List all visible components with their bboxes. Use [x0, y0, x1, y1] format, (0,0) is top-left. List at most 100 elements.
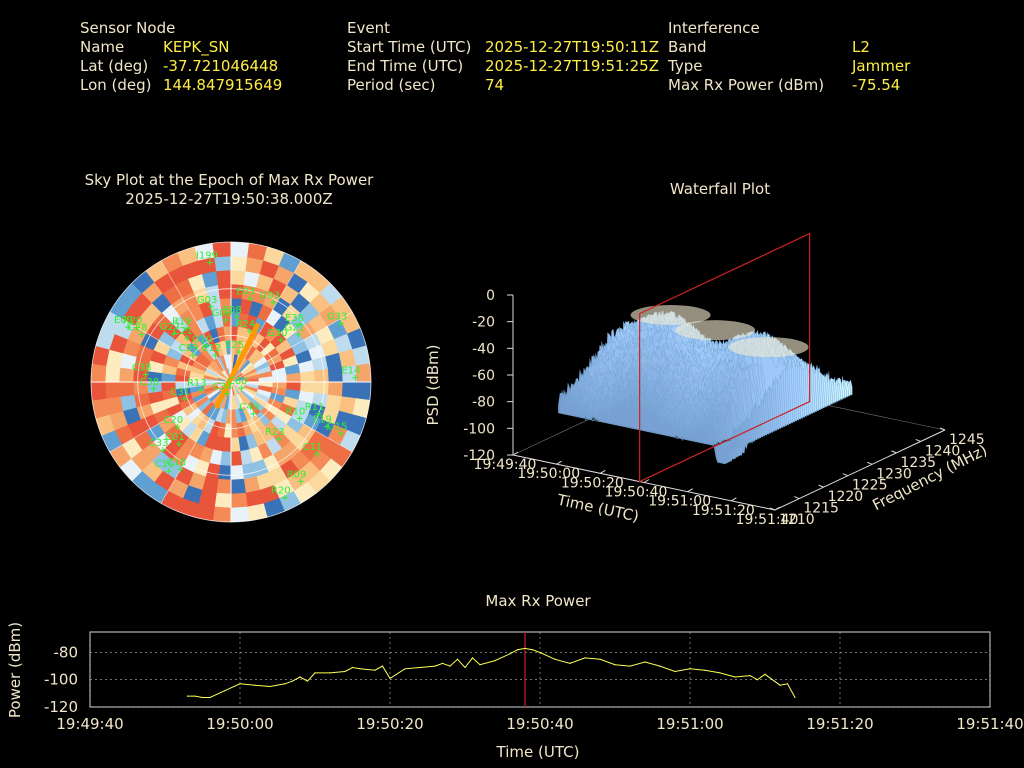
power-x-tick-label: 19:51:20: [806, 715, 873, 733]
satellite-marker: E14: [341, 366, 360, 381]
satellite-marker: E09: [114, 315, 133, 331]
z-tick-label: 0: [486, 288, 495, 304]
power-point: [659, 665, 661, 667]
power-point: [479, 664, 481, 666]
satellite-marker: G10: [192, 334, 213, 350]
power-point: [186, 695, 189, 697]
satellite-label: C01: [165, 432, 185, 443]
freq-tick-label: 1235: [900, 455, 936, 471]
waterfall-title: Waterfall Plot: [669, 180, 771, 198]
satellite-marker: G30: [267, 328, 288, 344]
satellite-marker: R23: [265, 427, 285, 443]
z-axis-label: PSD (dBm): [424, 344, 442, 425]
time-tick: [512, 451, 519, 456]
time-tick: [643, 479, 650, 483]
interference-heading: Interference: [668, 19, 760, 37]
event-end-value: 2025-12-27T19:51:25Z: [485, 57, 659, 75]
satellite-label: G03: [259, 290, 279, 301]
power-point: [509, 653, 511, 655]
satellite-track: [214, 323, 260, 409]
event-start-label: Start Time (UTC): [347, 38, 472, 56]
power-point: [209, 696, 211, 699]
power-point: [471, 657, 474, 659]
time-tick-label: 19:49:40: [474, 457, 537, 473]
satellite-marker: G33: [327, 312, 347, 327]
power-point: [524, 647, 526, 649]
time-tick: [731, 497, 737, 502]
event-start-value: 2025-12-27T19:50:11Z: [485, 38, 659, 56]
satellite-marker: G03: [197, 295, 217, 310]
power-point: [269, 685, 271, 688]
z-tick-label: -120: [463, 448, 495, 464]
sky-spoke: [109, 311, 232, 383]
freq-tick: [915, 438, 921, 442]
interference-band-value: L2: [852, 38, 870, 56]
power-chart-title: Max Rx Power: [485, 592, 591, 610]
satellite-label: R20: [123, 316, 143, 327]
sky-spoke: [230, 311, 353, 383]
power-point: [464, 666, 466, 669]
power-x-tick-label: 19:50:40: [506, 715, 573, 733]
power-point: [756, 679, 759, 681]
power-y-tick-label: -120: [44, 698, 78, 716]
event-heading: Event: [347, 19, 390, 37]
power-point: [374, 669, 376, 671]
freq-tick-label: 1240: [925, 443, 961, 459]
satellite-marker: G21: [285, 323, 305, 338]
freq-tick: [842, 473, 849, 477]
power-point: [404, 668, 406, 670]
time-tick-label: 19:50:00: [517, 466, 580, 482]
time-tick: [556, 460, 562, 465]
power-point: [554, 658, 556, 660]
power-point: [389, 677, 391, 679]
satellite-label: R09: [287, 469, 307, 480]
satellite-label: R20: [271, 486, 291, 497]
satellite-marker: E19: [313, 415, 332, 430]
satellite-label: C31: [170, 387, 190, 398]
satellite-label: G10: [192, 334, 212, 345]
power-point: [299, 676, 301, 678]
satellite-marker: C18: [166, 458, 186, 473]
freq-tick-label: 1220: [828, 489, 864, 505]
satellite-label: R13: [187, 378, 207, 389]
power-point: [306, 680, 309, 682]
satellite-label: E19: [313, 415, 332, 426]
event-period-value: 74: [485, 76, 505, 94]
power-point: [599, 658, 601, 660]
time-tick: [774, 506, 781, 511]
satellite-label: C12: [201, 343, 221, 354]
satellite-label: C21: [173, 326, 193, 337]
waterfall-peak: [728, 337, 809, 358]
satellite-marker: C21: [173, 326, 193, 342]
time-tick-label: 19:51:40: [736, 512, 799, 528]
freq-tick-label: 1225: [852, 478, 888, 494]
power-point: [674, 670, 676, 673]
satellite-marker: C12: [201, 343, 221, 359]
satellite-label: G30: [267, 328, 287, 339]
power-series-line: [187, 647, 796, 698]
power-point: [201, 696, 204, 699]
satellite-label: C20: [163, 415, 183, 426]
satellite-marker: E36: [285, 313, 304, 329]
waterfall-peak: [630, 305, 711, 326]
satellite-label: R10: [286, 407, 306, 418]
power-point: [381, 665, 384, 667]
power-point: [734, 676, 736, 678]
satellite-marker: C38: [140, 377, 159, 392]
satellite-label: R19: [172, 316, 192, 327]
sky-spoke: [109, 381, 232, 453]
satellite-marker: C01: [165, 432, 185, 447]
satellite-marker: R24: [236, 319, 255, 334]
power-point: [629, 665, 631, 667]
power-point: [749, 675, 751, 677]
freq-tick: [939, 427, 946, 431]
time-tick-label: 19:51:00: [648, 494, 711, 510]
power-x-tick-label: 19:49:40: [56, 715, 123, 733]
satellite-marker: C31: [170, 387, 190, 403]
power-point: [441, 662, 444, 664]
waterfall-strip: [558, 393, 736, 465]
interference-power-label: Max Rx Power (dBm): [668, 76, 825, 94]
power-point: [314, 672, 316, 674]
